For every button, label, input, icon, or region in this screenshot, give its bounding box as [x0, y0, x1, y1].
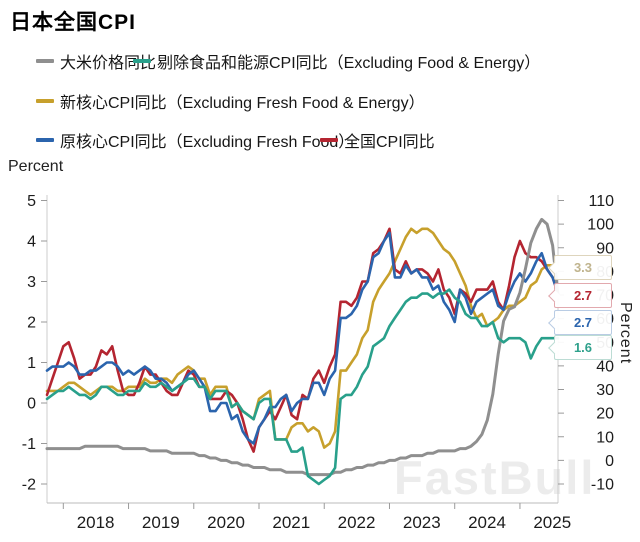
right-axis-tick-label: 30 — [596, 382, 614, 399]
chart-title: 日本全国CPI — [10, 11, 137, 34]
watermark: FastBull — [394, 451, 596, 504]
left-axis-tick-label: 2 — [27, 315, 36, 332]
series-line-2 — [45, 227, 560, 449]
series-line-1 — [45, 288, 560, 486]
legend-label: 原核心CPI同比（Excluding Fresh Food） — [60, 134, 355, 151]
left-axis-tick-label: 3 — [27, 274, 36, 291]
legend-item-ex-food-energy: 剔除食品和能源CPI同比（Excluding Food & Energy） — [133, 50, 540, 72]
legend-item-headline-cpi: 全国CPI同比 — [320, 129, 435, 151]
new-core-swatch-icon — [36, 99, 54, 103]
left-axis-tick-label: 0 — [27, 396, 36, 413]
left-axis-tick-label: 5 — [27, 193, 36, 210]
legend-row-3: 原核心CPI同比（Excluding Fresh Food） 全国CPI同比 — [0, 129, 640, 151]
left-axis-unit-label: Percent — [8, 158, 64, 175]
right-axis-tick-label: 20 — [596, 406, 614, 423]
right-axis-tick-label: 40 — [596, 358, 614, 375]
x-axis-year-label: 2024 — [468, 513, 506, 532]
left-axis-tick-label: 1 — [27, 355, 36, 372]
legend-label: 大米价格同比 — [60, 55, 157, 72]
right-axis-tick-label: 90 — [596, 240, 614, 257]
headline-cpi-swatch-icon — [320, 138, 338, 142]
left-axis-tick-label: -1 — [22, 436, 36, 453]
right-axis-tick-label: 100 — [587, 217, 614, 234]
right-axis-tick-label: 10 — [596, 429, 614, 446]
right-axis-tick-label: 110 — [588, 193, 614, 210]
left-axis-tick-label: -2 — [22, 477, 36, 494]
right-axis-tick-label: 0 — [605, 453, 614, 470]
left-axis-tick-label: 4 — [27, 234, 36, 251]
x-axis-year-label: 2022 — [338, 513, 376, 532]
legend-item-new-core: 新核心CPI同比（Excluding Fresh Food & Energy） — [36, 90, 425, 112]
x-axis-year-label: 2018 — [77, 513, 115, 532]
legend-label: 全国CPI同比 — [344, 134, 435, 151]
core-swatch-icon — [36, 138, 54, 142]
legend-label: 新核心CPI同比（Excluding Fresh Food & Energy） — [60, 95, 425, 112]
right-axis-unit-label: Percent — [617, 302, 634, 365]
legend-label: 剔除食品和能源CPI同比（Excluding Food & Energy） — [157, 55, 541, 72]
series-line-0 — [45, 217, 560, 477]
right-axis-tick-label: -10 — [591, 477, 614, 494]
end-value-callout-headline: 2.7 — [554, 283, 612, 308]
end-value: 1.6 — [573, 340, 593, 355]
end-value: 2.7 — [573, 288, 593, 303]
end-value: 2.7 — [573, 315, 593, 330]
rice-price-swatch-icon — [36, 59, 54, 63]
legend-row-2: 新核心CPI同比（Excluding Fresh Food & Energy） — [0, 90, 640, 112]
end-value-callout-ex-food-energy: 1.6 — [554, 335, 612, 360]
legend-item-rice-price: 大米价格同比 — [36, 50, 156, 72]
series-line-4 — [45, 227, 560, 453]
legend-row-1: 大米价格同比 剔除食品和能源CPI同比（Excluding Food & Ene… — [0, 50, 640, 72]
end-value-callout-new-core: 3.3 — [554, 255, 612, 280]
end-value: 3.3 — [573, 260, 593, 275]
series-line-3 — [45, 231, 560, 445]
end-value-callout-core: 2.7 — [554, 310, 612, 335]
ex-food-energy-swatch-icon — [133, 59, 151, 63]
x-axis-year-label: 2019 — [142, 513, 180, 532]
x-axis-year-label: 2025 — [533, 513, 571, 532]
legend-item-core: 原核心CPI同比（Excluding Fresh Food） — [36, 129, 354, 151]
x-axis-year-label: 2020 — [207, 513, 245, 532]
x-axis-year-label: 2023 — [403, 513, 441, 532]
x-axis-year-label: 2021 — [272, 513, 310, 532]
